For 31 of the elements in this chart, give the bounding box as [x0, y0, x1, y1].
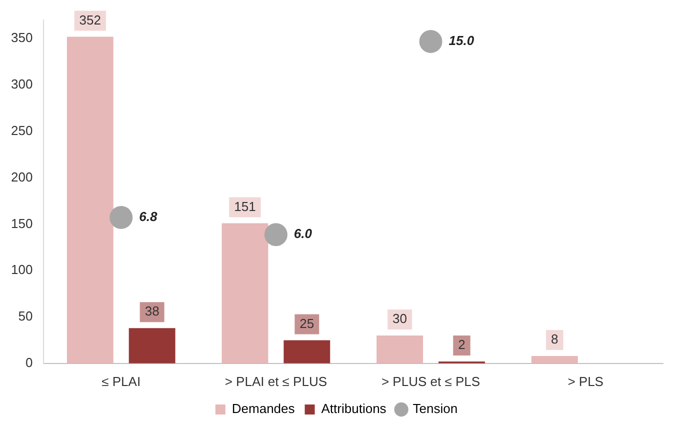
data-label: 15.0	[448, 33, 475, 48]
y-tick-label: 300	[10, 76, 33, 92]
data-label: 2	[458, 337, 466, 352]
data-label: 8	[551, 332, 558, 347]
y-tick-label: 200	[10, 169, 33, 184]
bar	[128, 328, 176, 364]
data-label: 352	[79, 12, 101, 28]
legend-label: Attributions	[321, 401, 387, 416]
legend-label: Demandes	[232, 401, 296, 416]
bar	[376, 336, 424, 364]
y-tick-label: 50	[18, 308, 33, 324]
data-label: 30	[392, 311, 408, 326]
bar	[66, 36, 114, 364]
x-tick-label: > PLUS et ≤ PLS	[381, 374, 480, 389]
y-tick-label: 150	[10, 216, 33, 231]
data-label: 25	[300, 316, 314, 331]
bar	[284, 340, 330, 364]
data-label: 151	[234, 198, 256, 214]
y-tick-label: 350	[10, 30, 33, 46]
y-tick-label: 100	[10, 262, 33, 278]
x-tick-label: ≤ PLAI	[102, 374, 141, 389]
x-tick-label: > PLS	[568, 374, 604, 389]
bar	[531, 356, 578, 364]
x-tick-label: > PLAI et ≤ PLUS	[224, 374, 328, 389]
legend-label: Tension	[412, 401, 458, 416]
data-label: 6.0	[294, 226, 313, 242]
y-tick-label: 0	[25, 354, 33, 370]
data-label: 6.8	[139, 209, 158, 224]
bar	[222, 223, 268, 364]
y-tick-label: 250	[10, 122, 33, 138]
data-label: 38	[144, 304, 160, 319]
